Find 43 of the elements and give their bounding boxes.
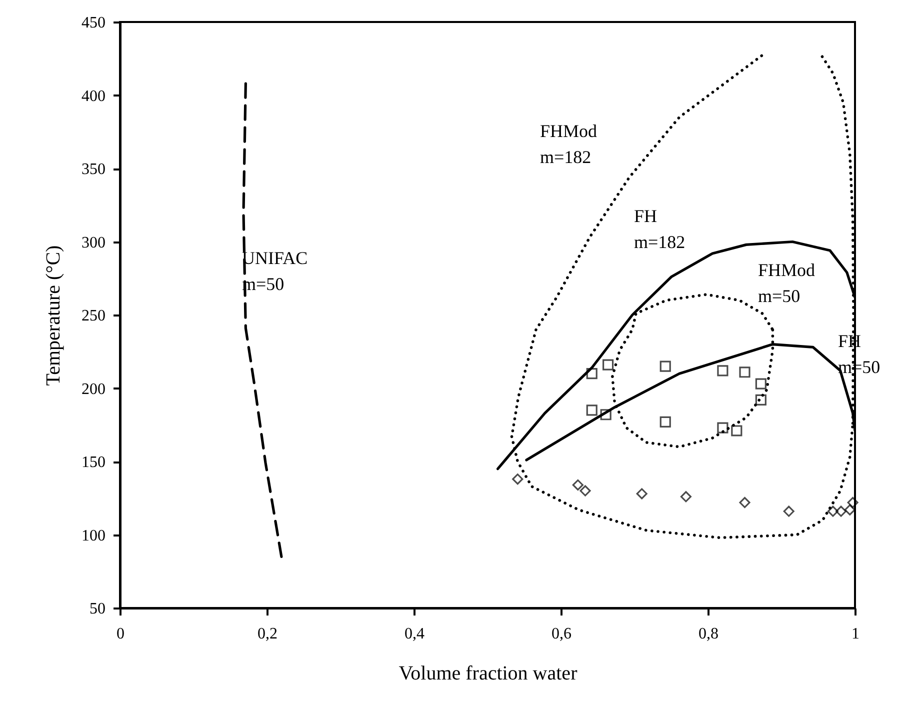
point: [847, 496, 858, 508]
point: [660, 416, 671, 428]
y-tick-label: 100: [82, 527, 106, 544]
point: [844, 504, 856, 516]
point: [783, 506, 794, 517]
point: [600, 409, 612, 420]
point: [755, 394, 766, 406]
point: [755, 378, 766, 390]
series-label: FHMod m=182: [540, 121, 598, 167]
point: [739, 496, 750, 508]
x-tick-label: 0: [116, 626, 124, 642]
y-tick-label: 250: [82, 308, 106, 324]
y-tick-label: 300: [82, 234, 106, 252]
point: [636, 488, 648, 500]
y-axis-title: Temperature (°C): [42, 245, 64, 386]
x-tick-label: 1: [852, 626, 860, 642]
x-axis-title: Volume fraction water: [398, 662, 578, 684]
y-tick-label: 50: [90, 600, 106, 618]
point: [660, 360, 671, 372]
y-tick-label: 400: [82, 88, 106, 105]
point: [731, 425, 742, 436]
x-tick-label: 0,6: [552, 626, 572, 642]
point: [717, 422, 728, 434]
x-tick-label: 0,4: [404, 626, 424, 642]
point: [572, 479, 584, 490]
point: [739, 366, 750, 378]
point: [827, 506, 838, 517]
x-tick-label: 0,8: [698, 626, 718, 642]
point: [717, 365, 728, 376]
point: [580, 485, 591, 496]
series-label: FH m=182: [634, 206, 686, 252]
point: [586, 368, 598, 380]
y-tick-label: 200: [82, 380, 106, 398]
point: [602, 359, 614, 370]
point: [512, 474, 524, 485]
x-tick-label: 0,2: [258, 626, 278, 642]
point: [586, 404, 598, 416]
y-tick-label: 450: [82, 14, 106, 32]
y-tick-label: 150: [82, 454, 106, 471]
series-label: FHMod m=50: [758, 260, 816, 306]
point: [680, 491, 692, 502]
point: [835, 506, 847, 517]
y-tick-label: 350: [82, 161, 106, 178]
